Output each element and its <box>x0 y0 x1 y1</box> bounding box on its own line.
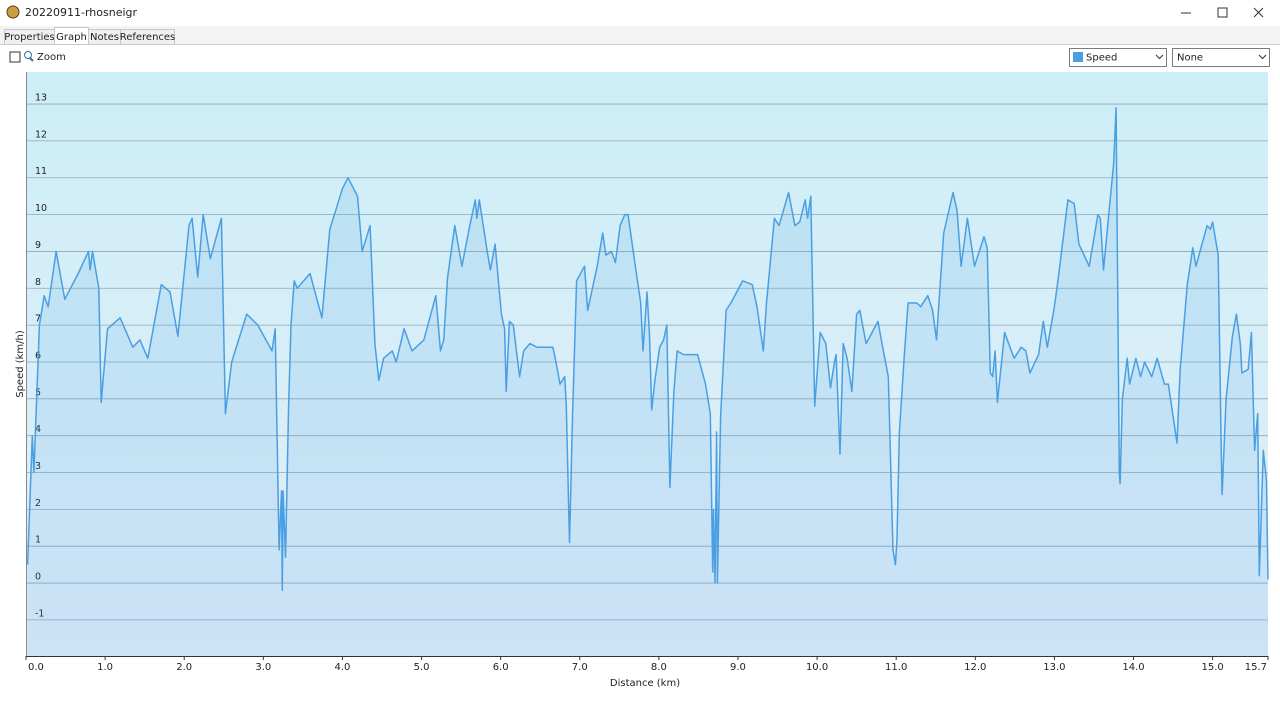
close[interactable] <box>1253 7 1264 18</box>
y-tick-label: 0 <box>35 572 41 583</box>
x-tick-label: 8.0 <box>651 662 667 673</box>
x-tick-label: 10.0 <box>806 662 828 673</box>
y-tick-label: 11 <box>35 166 47 177</box>
x-tick-label: 7.0 <box>572 662 588 673</box>
y-axis-title: Speed (km/h) <box>15 330 26 398</box>
x-axis-title: Distance (km) <box>610 678 680 689</box>
y-tick-label: 10 <box>35 203 47 214</box>
x-tick-label: 9.0 <box>730 662 746 673</box>
x-tick-label: 15.0 <box>1201 662 1223 673</box>
app-icon <box>6 5 20 19</box>
y-tick-label: 9 <box>35 240 41 251</box>
y-tick-label: 13 <box>35 93 47 104</box>
x-tick-label: 6.0 <box>493 662 509 673</box>
series-select[interactable] <box>1069 48 1167 67</box>
line <box>26 106 1269 592</box>
x-tick-label: 0.0 <box>28 662 44 673</box>
x-tick-label: 4.0 <box>334 662 350 673</box>
area <box>27 107 1269 656</box>
x-tick-label: 3.0 <box>255 662 271 673</box>
zoom-icon-handle <box>29 57 34 62</box>
y-tick-label: 2 <box>35 498 41 509</box>
tab-label[interactable]: Graph <box>56 32 87 43</box>
y-tick-label: 5 <box>35 387 41 398</box>
series-select-label[interactable]: Speed <box>1086 53 1117 64</box>
series-swatch <box>1073 52 1083 62</box>
x-tick-label: 1.0 <box>97 662 113 673</box>
tab-label[interactable]: Notes <box>90 32 119 43</box>
y-tick-label: 12 <box>35 129 47 140</box>
x-tick-label: 13.0 <box>1043 662 1065 673</box>
y-tick-label: 7 <box>35 314 41 325</box>
title-bar <box>0 0 1280 25</box>
y-tick-label: 3 <box>35 461 41 472</box>
x-tick-label: 15.7 <box>1245 662 1267 673</box>
maximize[interactable] <box>1217 7 1228 18</box>
second-select-label[interactable]: None <box>1177 53 1203 64</box>
zoom-checkbox[interactable] <box>9 51 21 63</box>
y-tick-label: 1 <box>35 535 41 546</box>
tab[interactable] <box>120 29 175 45</box>
x-tick-label: 11.0 <box>885 662 907 673</box>
x-tick-label: 2.0 <box>176 662 192 673</box>
tab-label[interactable]: References <box>120 32 176 43</box>
zoom-icon <box>24 51 32 59</box>
window-title: 20220911-rhosneigr <box>25 6 137 19</box>
second-select[interactable] <box>1172 48 1270 67</box>
x-tick-label: 14.0 <box>1122 662 1144 673</box>
tab-label[interactable]: Properties <box>4 32 55 43</box>
x-tick-label: 12.0 <box>964 662 986 673</box>
plot-area <box>26 72 1268 656</box>
y-tick-label: -1 <box>35 608 44 619</box>
y-tick-label: 8 <box>35 277 41 288</box>
x-tick-label: 5.0 <box>414 662 430 673</box>
y-tick-label: 4 <box>35 424 41 435</box>
dropdown-arrow <box>1155 54 1164 60</box>
zoom-label[interactable]: Zoom <box>37 52 66 63</box>
tab-strip <box>0 26 1280 45</box>
dropdown-arrow <box>1258 54 1267 60</box>
